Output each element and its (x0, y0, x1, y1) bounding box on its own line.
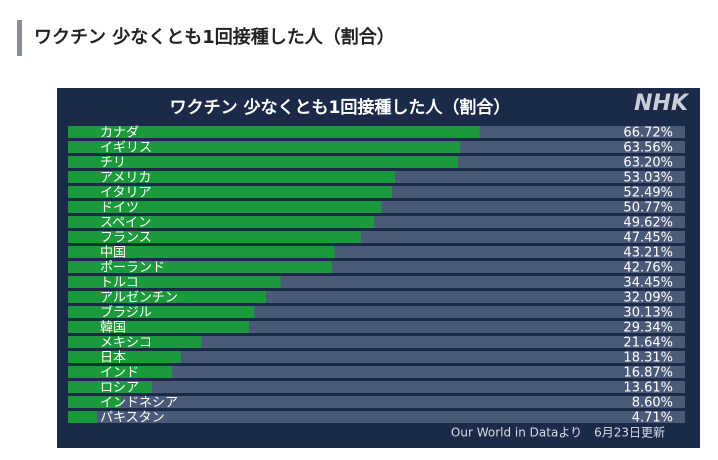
category-label: トルコ (100, 276, 139, 291)
value-label: 4.71% (632, 411, 673, 426)
bar-track (68, 351, 685, 363)
category-label: アメリカ (100, 171, 151, 186)
value-label: 34.45% (623, 276, 673, 291)
bar-track (68, 396, 685, 408)
category-label: チリ (100, 156, 126, 171)
bar (68, 216, 375, 228)
value-label: 8.60% (632, 396, 673, 411)
category-label: アルゼンチン (100, 291, 178, 306)
category-label: カナダ (100, 126, 139, 141)
bar (68, 231, 361, 243)
bar (68, 156, 458, 168)
value-label: 53.03% (623, 171, 673, 186)
value-label: 42.76% (623, 261, 673, 276)
value-label: 50.77% (623, 201, 673, 216)
bar-track (68, 411, 685, 423)
category-label: 中国 (100, 246, 126, 261)
category-label: 日本 (100, 351, 126, 366)
value-label: 30.13% (623, 306, 673, 321)
value-label: 49.62% (623, 216, 673, 231)
bar (68, 336, 202, 348)
bar (68, 351, 181, 363)
bar (68, 201, 382, 213)
bar (68, 246, 335, 258)
bar-track (68, 336, 685, 348)
bar (68, 261, 332, 273)
value-label: 21.64% (623, 336, 673, 351)
category-label: 韓国 (100, 321, 126, 336)
bar (68, 186, 392, 198)
bar (68, 381, 152, 393)
bar (68, 291, 266, 303)
bar (68, 126, 480, 138)
category-label: イタリア (100, 186, 151, 201)
heading-accent (17, 20, 22, 56)
page-heading: ワクチン 少なくとも1回接種した人（割合） (34, 26, 395, 48)
value-label: 13.61% (623, 381, 673, 396)
value-label: 52.49% (623, 186, 673, 201)
value-label: 16.87% (623, 366, 673, 381)
bar (68, 171, 396, 183)
bar (68, 306, 254, 318)
value-label: 29.34% (623, 321, 673, 336)
value-label: 47.45% (623, 231, 673, 246)
category-label: スペイン (100, 216, 151, 231)
bar (68, 411, 98, 423)
category-label: ポーランド (100, 261, 165, 276)
value-label: 63.20% (623, 156, 673, 171)
category-label: メキシコ (100, 336, 152, 351)
category-label: フランス (100, 231, 152, 246)
logo: NHK (634, 91, 690, 116)
value-label: 18.31% (623, 351, 673, 366)
category-label: インドネシア (100, 396, 178, 411)
value-label: 32.09% (623, 291, 673, 306)
bar (68, 321, 250, 333)
value-label: 63.56% (623, 141, 673, 156)
bar-track (68, 381, 685, 393)
chart-title: ワクチン 少なくとも1回接種した人（割合） (170, 97, 511, 118)
category-label: パキスタン (100, 411, 165, 426)
value-label: 43.21% (623, 246, 673, 261)
bar (68, 276, 281, 288)
category-label: インド (100, 366, 139, 381)
category-label: ブラジル (100, 305, 152, 321)
bar-track (68, 366, 685, 378)
category-label: ドイツ (100, 201, 139, 216)
bar (68, 366, 173, 378)
category-label: イギリス (100, 141, 152, 156)
value-label: 66.72% (623, 126, 673, 141)
bar (68, 396, 122, 408)
bar (68, 141, 461, 153)
source-note: Our World in Dataより 6月23日更新 (451, 426, 665, 440)
category-label: ロシア (100, 381, 139, 396)
